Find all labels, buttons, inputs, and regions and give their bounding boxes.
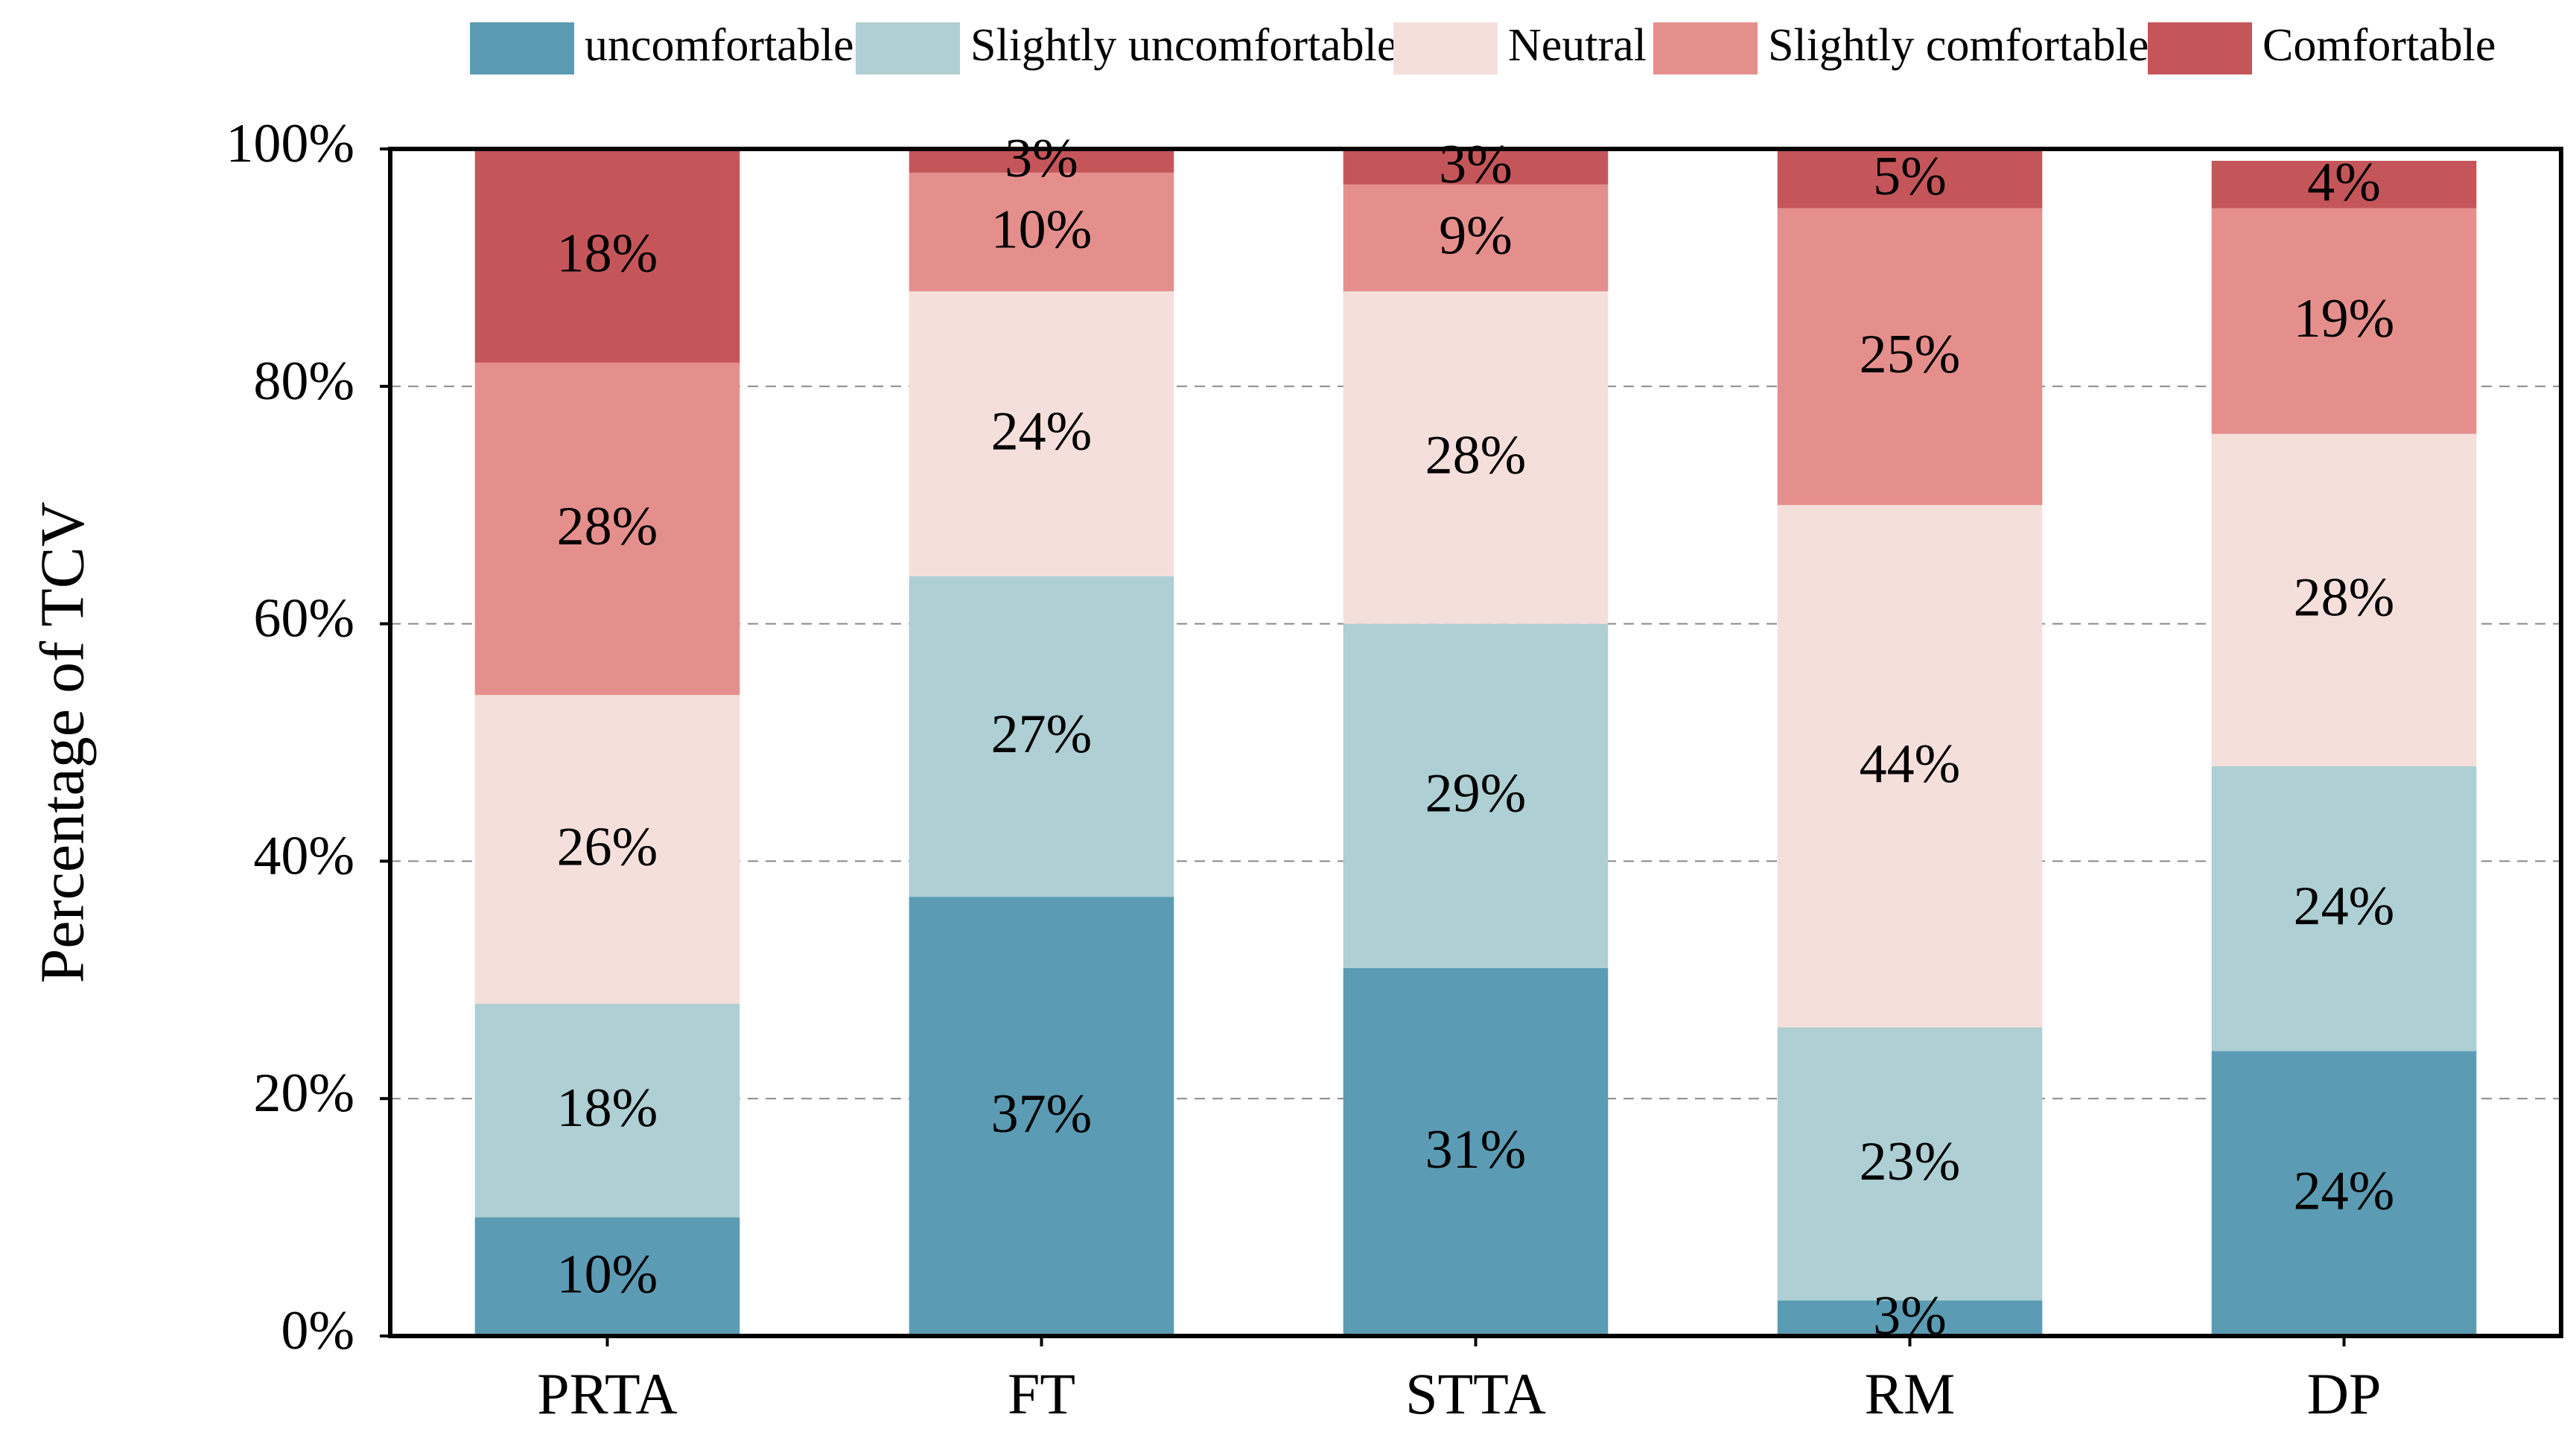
bar-segment-stta-slightly-uncomfortable xyxy=(1343,623,1609,968)
bar-segment-dp-neutral xyxy=(2211,433,2477,766)
data-label-stta-slightly-uncomfortable: 29% xyxy=(1425,763,1527,824)
gridlines xyxy=(390,385,2561,1100)
legend-swatch-slightly-comfortable xyxy=(1653,22,1758,74)
data-label-ft-uncomfortable: 37% xyxy=(991,1084,1093,1145)
data-label-stta-neutral: 28% xyxy=(1425,424,1527,486)
bar-segment-ft-neutral xyxy=(909,291,1174,576)
bar-segment-stta-slightly-comfortable xyxy=(1343,184,1609,292)
data-label-dp-uncomfortable: 24% xyxy=(2294,1161,2395,1222)
bar-segment-prta-neutral xyxy=(474,695,740,1004)
x-category-label-ft: FT xyxy=(1008,1361,1075,1426)
bar-segment-dp-uncomfortable xyxy=(2211,1051,2477,1336)
legend-label-neutral: Neutral xyxy=(1508,20,1647,71)
x-category-label-dp: DP xyxy=(2307,1361,2382,1426)
data-label-dp-neutral: 28% xyxy=(2294,567,2395,629)
x-category-label-prta: PRTA xyxy=(537,1361,677,1426)
data-label-stta-slightly-comfortable: 9% xyxy=(1439,206,1513,267)
segment-labels: 10% 18% 26% 28% 18% 37% 27% 24% 10% 3% 31% 29% 28% 9%… xyxy=(557,128,2395,1346)
bar-segment-rm-slightly-uncomfortable xyxy=(1777,1027,2043,1301)
bars xyxy=(474,149,2477,1336)
y-axis-title: Percentage of TCV xyxy=(28,502,97,984)
y-tick-label: 40% xyxy=(253,825,354,886)
bar-segment-rm-slightly-comfortable xyxy=(1777,208,2043,506)
bar-segment-prta-slightly-comfortable xyxy=(474,362,740,696)
y-tick-label: 0% xyxy=(281,1300,354,1361)
data-label-prta-slightly-comfortable: 28% xyxy=(557,496,658,557)
legend-label-uncomfortable: uncomfortable xyxy=(585,20,854,71)
data-label-prta-neutral: 26% xyxy=(557,816,658,877)
bar-segment-stta-uncomfortable xyxy=(1343,967,1609,1336)
data-label-ft-neutral: 24% xyxy=(991,401,1093,462)
y-tick-label: 100% xyxy=(226,113,354,174)
bar-segment-dp-slightly-comfortable xyxy=(2211,208,2477,434)
data-label-prta-comfortable: 18% xyxy=(557,223,658,284)
y-tick-label: 80% xyxy=(253,351,354,412)
bar-segment-prta-comfortable xyxy=(474,149,740,363)
bar-segment-prta-slightly-uncomfortable xyxy=(474,1003,740,1218)
bar-segment-prta-uncomfortable xyxy=(474,1217,740,1336)
data-label-stta-uncomfortable: 31% xyxy=(1425,1119,1527,1180)
bar-segment-dp-slightly-uncomfortable xyxy=(2211,766,2477,1052)
legend-swatch-uncomfortable xyxy=(470,22,574,74)
bar-segment-ft-comfortable xyxy=(909,149,1174,173)
data-label-ft-slightly-comfortable: 10% xyxy=(991,200,1093,261)
x-category-label-rm: RM xyxy=(1865,1361,1955,1426)
data-label-rm-neutral: 44% xyxy=(1860,734,1961,795)
data-label-rm-slightly-comfortable: 25% xyxy=(1860,324,1961,385)
legend-swatch-comfortable xyxy=(2148,22,2252,74)
x-axis-categories: PRTA FT STTA RM DP xyxy=(537,1336,2381,1426)
data-label-dp-slightly-comfortable: 19% xyxy=(2294,288,2395,349)
bar-segment-ft-slightly-comfortable xyxy=(909,172,1174,292)
legend-label-slightly-comfortable: Slightly comfortable xyxy=(1768,20,2149,71)
y-tick-label: 20% xyxy=(253,1063,354,1124)
legend-swatch-neutral xyxy=(1393,22,1498,74)
legend-label-slightly-uncomfortable: Slightly uncomfortable xyxy=(970,20,1397,71)
data-label-prta-uncomfortable: 10% xyxy=(557,1244,658,1305)
data-label-ft-slightly-uncomfortable: 27% xyxy=(991,704,1093,765)
data-label-ft-comfortable: 3% xyxy=(1005,128,1078,189)
legend-swatch-slightly-uncomfortable xyxy=(856,22,960,74)
bar-segment-ft-slightly-uncomfortable xyxy=(909,576,1174,897)
data-label-prta-slightly-uncomfortable: 18% xyxy=(557,1078,658,1139)
bar-segment-dp-comfortable xyxy=(2211,160,2477,209)
y-tick-label: 60% xyxy=(253,588,354,649)
bar-segment-stta-comfortable xyxy=(1343,149,1609,185)
y-axis-ticks: 0% 20% 40% 60% 80% 100% xyxy=(226,113,390,1361)
data-label-stta-comfortable: 3% xyxy=(1439,134,1513,195)
bar-segment-rm-comfortable xyxy=(1777,149,2043,209)
bar-segment-stta-neutral xyxy=(1343,291,1609,624)
data-label-dp-slightly-uncomfortable: 24% xyxy=(2294,876,2395,937)
legend: uncomfortable Slightly uncomfortable Neutr… xyxy=(470,20,2496,74)
legend-label-comfortable: Comfortable xyxy=(2262,20,2496,71)
bar-segment-rm-uncomfortable xyxy=(1777,1300,2043,1336)
x-category-label-stta: STTA xyxy=(1405,1361,1546,1426)
data-label-rm-comfortable: 5% xyxy=(1873,146,1947,207)
bar-segment-ft-uncomfortable xyxy=(909,897,1174,1336)
bar-segment-rm-neutral xyxy=(1777,505,2043,1028)
data-label-rm-slightly-uncomfortable: 23% xyxy=(1860,1131,1961,1192)
data-label-dp-comfortable: 4% xyxy=(2307,152,2381,213)
